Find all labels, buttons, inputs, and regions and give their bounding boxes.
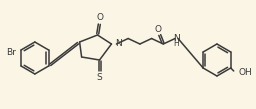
Text: S: S	[97, 72, 102, 82]
Text: OH: OH	[239, 67, 252, 77]
Text: N: N	[173, 34, 179, 43]
Text: N: N	[115, 38, 122, 48]
Text: Br: Br	[6, 48, 16, 56]
Text: O: O	[155, 25, 162, 33]
Text: O: O	[96, 14, 103, 22]
Text: H: H	[173, 39, 179, 48]
